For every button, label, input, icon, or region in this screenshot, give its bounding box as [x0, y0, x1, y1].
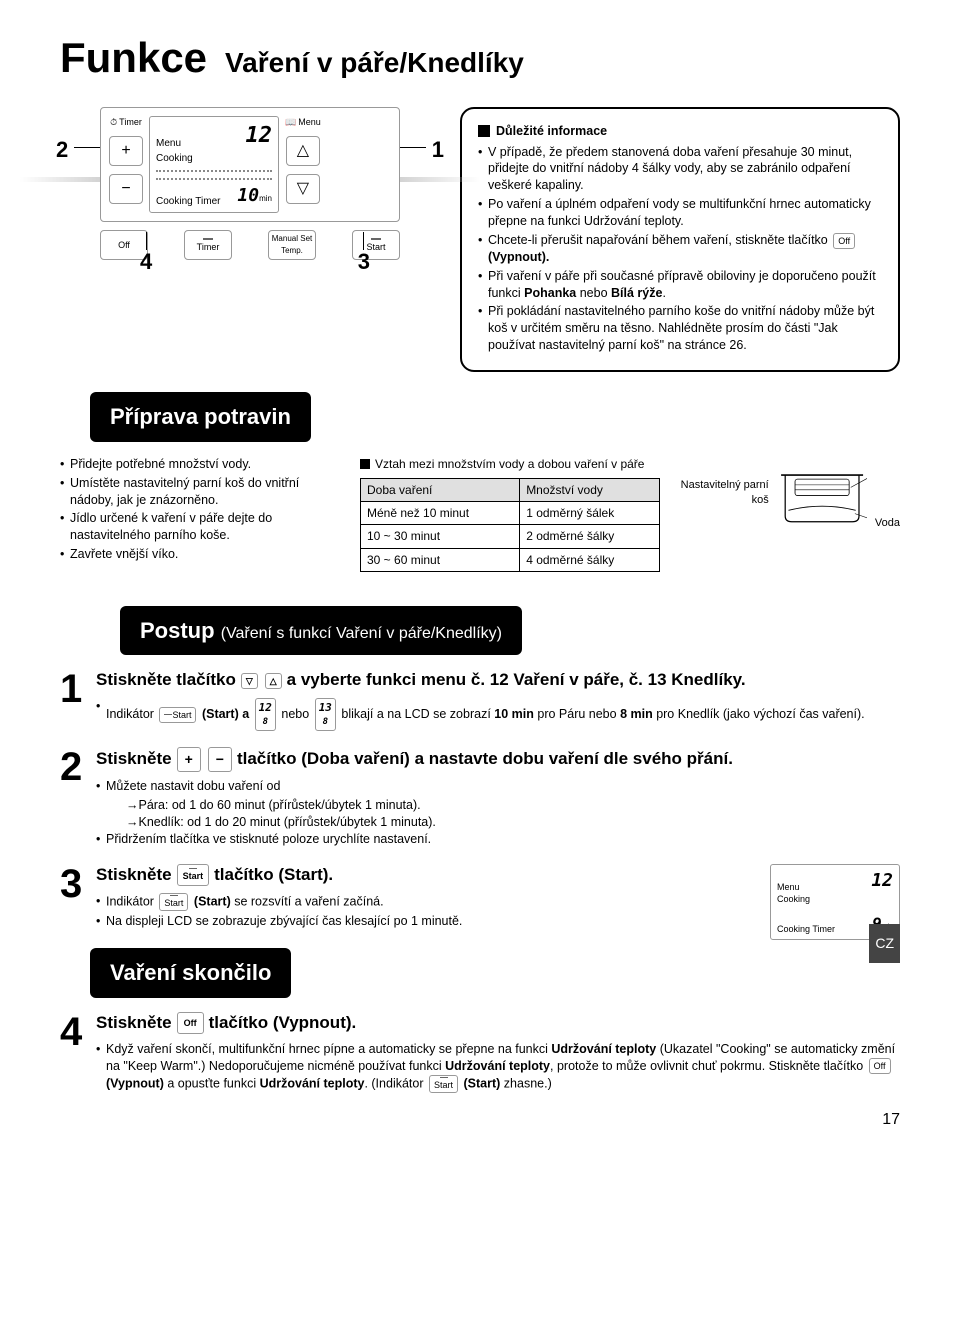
section-prep: Příprava potravin [90, 392, 311, 442]
table-row: 30 ~ 60 minut4 odměrné šálky [361, 548, 660, 571]
plus-icon: + [177, 747, 201, 772]
down-icon: ▽ [241, 673, 258, 689]
important-info-box: Důležité informace V případě, že předem … [460, 107, 900, 372]
step-1: 1 Stiskněte tlačítko ▽△ a vyberte funkci… [60, 669, 900, 733]
page-title: Funkce Vaření v páře/Knedlíky [60, 30, 900, 87]
manual-button[interactable]: Manual SetTemp. [268, 230, 316, 260]
table-row: 10 ~ 30 minut2 odměrné šálky [361, 525, 660, 548]
ref-4: 4 [140, 247, 152, 277]
cz-tag: CZ [869, 924, 900, 963]
section-postup: Postup (Vaření s funkcí Vaření v páře/Kn… [120, 606, 522, 656]
ref-2: 2 [56, 135, 68, 165]
step3-bullet: Indikátor Start (Start) se rozsvítí a va… [96, 893, 760, 912]
up-icon: △ [265, 673, 282, 689]
info-item: Po vaření a úplném odpaření vody se mult… [478, 196, 882, 230]
step-3: 3 Stiskněte Start tlačítko (Start). Indi… [60, 864, 760, 932]
prep-bullets: Přidejte potřebné množství vody. Umístět… [60, 456, 340, 565]
water-table: Doba vařeníMnožství vody Méně než 10 min… [360, 478, 660, 572]
water-table-block: Vztah mezi množstvím vody a dobou vaření… [360, 456, 660, 572]
step-2: 2 Stiskněte +− tlačítko (Doba vaření) a … [60, 747, 900, 849]
ref-1: 1 [432, 135, 444, 165]
title-main: Funkce [60, 30, 207, 87]
minus-button[interactable]: − [109, 174, 143, 204]
pot-diagram: Nastavitelný parní koš Voda [680, 456, 900, 531]
title-sub: Vaření v páře/Knedlíky [225, 44, 524, 82]
up-button[interactable]: △ [286, 136, 320, 166]
control-panel-diagram: 2 1 4 3 ⏱Timer + − Menu12 Cooking Cookin… [60, 107, 440, 260]
start-icon: Start [159, 707, 196, 723]
section-finish: Vaření skončilo [90, 948, 291, 998]
info-item: Chcete-li přerušit napařování během vaře… [478, 232, 882, 266]
table-row: Méně než 10 minut1 odměrný šálek [361, 502, 660, 525]
ref-3: 3 [358, 247, 370, 277]
info-item: Při vaření v páře při současné přípravě … [478, 268, 882, 302]
off-icon: Off [177, 1012, 204, 1034]
start-icon: Start [429, 1075, 458, 1094]
down-button[interactable]: ▽ [286, 174, 320, 204]
plus-button[interactable]: + [109, 136, 143, 166]
lcd-display: Menu12 Cooking Cooking Timer10min [149, 116, 279, 213]
page-number: 17 [60, 1109, 900, 1131]
timer-button[interactable]: Timer [184, 230, 232, 260]
menu-13-icon: 138 [315, 698, 336, 731]
info-item: Při pokládání nastavitelného parního koš… [478, 303, 882, 354]
start-icon: Start [177, 864, 210, 887]
off-icon: Off [869, 1058, 891, 1074]
off-icon: Off [833, 233, 855, 249]
menu-12-icon: 128 [255, 698, 276, 731]
step-4: 4 Stiskněte Off tlačítko (Vypnout). Když… [60, 1012, 900, 1095]
info-item: V případě, že předem stanovená doba vaře… [478, 144, 882, 195]
minus-icon: − [208, 747, 232, 772]
